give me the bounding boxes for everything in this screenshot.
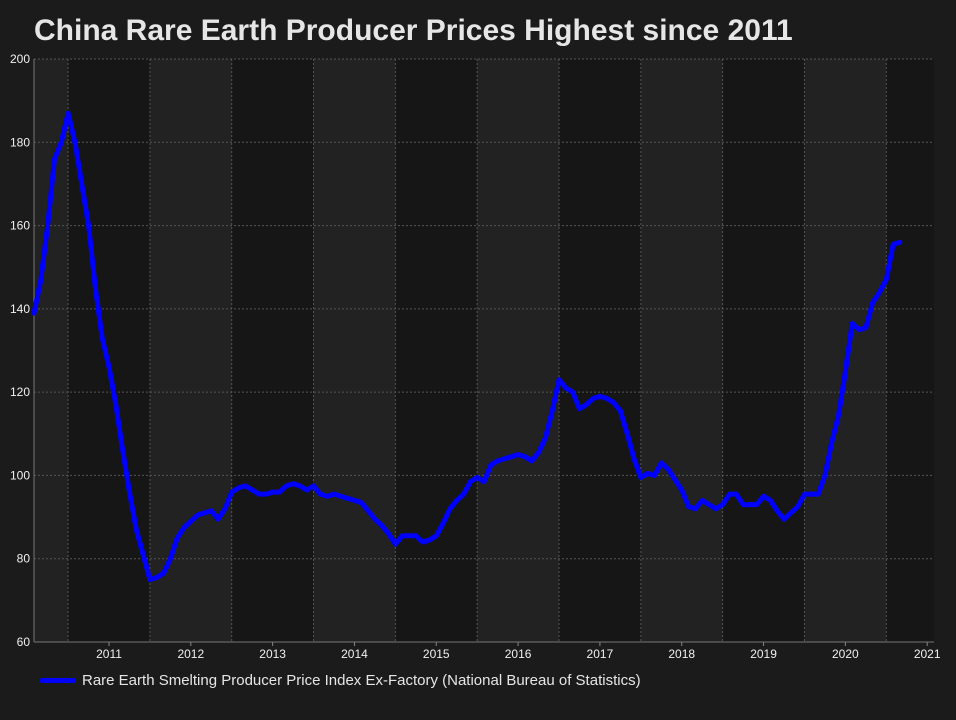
year-band <box>886 59 934 642</box>
year-band <box>313 59 396 642</box>
x-tick-label: 2019 <box>750 647 777 661</box>
x-tick-label: 2016 <box>505 647 532 661</box>
year-band <box>395 59 478 642</box>
axes <box>33 59 934 646</box>
x-tick-label: 2012 <box>177 647 204 661</box>
y-tick-label: 120 <box>10 385 30 399</box>
year-band <box>68 59 150 642</box>
x-tick-label: 2015 <box>423 647 450 661</box>
x-tick-label: 2011 <box>96 647 122 661</box>
x-tick-label: 2018 <box>668 647 695 661</box>
x-tick-label: 2013 <box>259 647 286 661</box>
year-band <box>559 59 641 642</box>
x-tick-label: 2021 <box>914 647 941 661</box>
x-tick-label: 2017 <box>587 647 614 661</box>
series-line-0 <box>31 110 903 583</box>
y-tick-label: 60 <box>17 635 31 649</box>
chart-title: China Rare Earth Producer Prices Highest… <box>34 14 793 47</box>
year-band <box>149 59 232 642</box>
year-band <box>477 59 559 642</box>
y-tick-labels: 60 80 100 120 140 160 180 200 <box>10 52 30 649</box>
y-tick-label: 80 <box>17 552 31 566</box>
y-tick-label: 180 <box>10 135 30 149</box>
y-tick-label: 200 <box>10 52 30 66</box>
y-tick-label: 140 <box>10 302 30 316</box>
year-band <box>804 59 887 642</box>
y-tick-label: 100 <box>10 468 30 482</box>
year-band <box>34 59 69 642</box>
x-tick-label: 2014 <box>341 647 368 661</box>
legend-label: Rare Earth Smelting Producer Price Index… <box>82 672 641 689</box>
series-layer <box>31 110 903 583</box>
year-band <box>231 59 314 642</box>
year-band <box>640 59 723 642</box>
legend: Rare Earth Smelting Producer Price Index… <box>40 672 641 689</box>
x-tick-label: 2020 <box>832 647 859 661</box>
x-tick-labels: 2011 2012 2013 2014 2015 2016 2017 2018 2019 2020… <box>96 647 941 661</box>
gridlines <box>34 58 934 643</box>
year-band <box>722 59 805 642</box>
legend-swatch <box>40 678 76 683</box>
y-tick-label: 160 <box>10 219 30 233</box>
year-bands <box>34 59 934 642</box>
